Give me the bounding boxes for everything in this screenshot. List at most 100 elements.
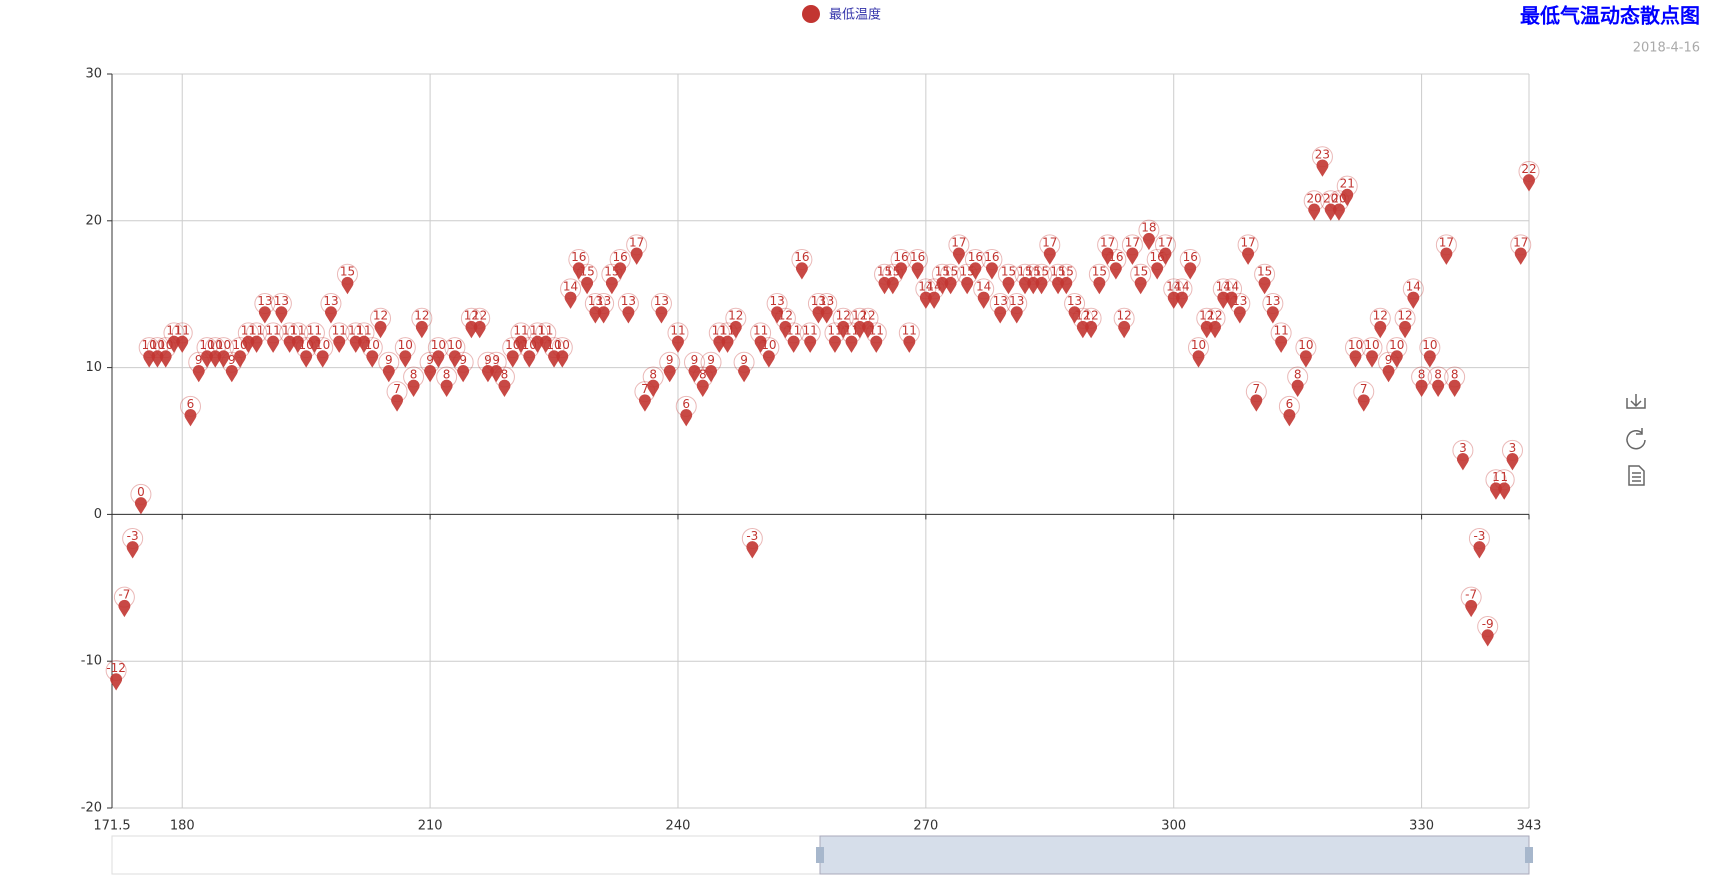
x-tick-label: 210 (418, 819, 443, 834)
pin (382, 364, 395, 383)
data-label: 8 (699, 367, 707, 381)
pin (928, 291, 941, 309)
point: 7 (1353, 381, 1375, 412)
data-label: 12 (464, 309, 479, 323)
pin (688, 364, 701, 383)
data-label: 11 (332, 323, 347, 337)
data-label: 16 (893, 250, 908, 264)
pin (564, 291, 577, 309)
point: 10 (551, 337, 573, 368)
pin (1209, 320, 1222, 339)
x-tick-label: 240 (666, 819, 691, 834)
point: 13 (816, 293, 838, 324)
point: 9 (733, 351, 755, 383)
data-label: 10 (1298, 338, 1313, 352)
point: 15 (1055, 263, 1077, 295)
data-label: 12 (852, 309, 867, 323)
pin (523, 350, 536, 368)
pin (1085, 320, 1098, 339)
point: 12 (832, 307, 854, 339)
data-label: 10 (398, 338, 413, 352)
pin (1151, 262, 1164, 280)
point: 11 (1270, 322, 1292, 353)
point: 11 (750, 322, 772, 353)
pin (1118, 320, 1131, 339)
pin (556, 350, 569, 368)
data-label: 12 (860, 309, 875, 323)
pin (358, 335, 371, 353)
pin (952, 247, 965, 265)
point: 11 (865, 322, 887, 353)
point: 12 (1369, 307, 1391, 339)
data-label: 12 (1075, 309, 1090, 323)
point: 13 (617, 293, 639, 324)
point: 14 (560, 278, 582, 309)
data-label: 16 (571, 250, 586, 264)
data-label: 15 (943, 265, 958, 279)
point: 17 (1097, 234, 1119, 265)
pin (275, 306, 288, 324)
data-label: 17 (1439, 235, 1454, 249)
point: 16 (1105, 249, 1127, 280)
point: 10 (758, 337, 780, 368)
point: 17 (948, 234, 970, 265)
point: 17 (1237, 234, 1259, 265)
pin (1225, 291, 1238, 309)
pin (1002, 276, 1015, 295)
save-icon[interactable] (1626, 394, 1646, 409)
pin (862, 320, 875, 339)
data-label: 12 (1207, 309, 1222, 323)
pin (1374, 320, 1387, 339)
data-label: 15 (340, 265, 355, 279)
data-label: 23 (1315, 147, 1330, 161)
point: 12 (411, 307, 433, 339)
point: 15 (1088, 263, 1110, 295)
point: 15 (1254, 263, 1276, 295)
data-label: 11 (307, 323, 322, 337)
toolbox[interactable] (1626, 394, 1646, 486)
point: 20 (1303, 190, 1325, 221)
point: 14 (973, 278, 995, 309)
data-label: 7 (1360, 382, 1368, 396)
pin (1506, 453, 1519, 471)
pin (1456, 453, 1469, 471)
data-label: 15 (877, 265, 892, 279)
data-label: 12 (728, 309, 743, 323)
pin (1175, 291, 1188, 309)
zoom-handle[interactable] (816, 847, 824, 863)
point: 13 (1229, 293, 1251, 324)
point: 16 (890, 249, 912, 280)
data-label: 16 (612, 250, 627, 264)
zoom-window[interactable] (819, 835, 1530, 875)
zoom-handle[interactable] (1525, 847, 1533, 863)
pin (432, 350, 445, 368)
y-tick-label: 0 (94, 507, 102, 522)
pin (895, 262, 908, 280)
restore-icon[interactable] (1626, 428, 1646, 450)
point: 17 (1039, 234, 1061, 265)
pin (192, 364, 205, 383)
data-label: 15 (579, 265, 594, 279)
data-label: 15 (1017, 265, 1032, 279)
data-label: 13 (819, 294, 834, 308)
pin (985, 262, 998, 280)
point: 10 (427, 337, 449, 368)
pin (581, 276, 594, 295)
data-label: 6 (682, 397, 690, 411)
point: 3 (1452, 439, 1474, 471)
data-label: 13 (1067, 294, 1082, 308)
data-label: 17 (1240, 235, 1255, 249)
data-label: 10 (142, 338, 157, 352)
data-view-icon[interactable] (1628, 465, 1645, 486)
pin (333, 335, 346, 353)
pin (1382, 364, 1395, 383)
data-label: 7 (641, 382, 649, 396)
pin (614, 262, 627, 280)
data-zoom[interactable] (111, 835, 1533, 875)
data-label: 16 (1183, 250, 1198, 264)
data-label: 11 (241, 323, 256, 337)
pin (1432, 379, 1445, 397)
data-label: 12 (1397, 309, 1412, 323)
point: 17 (1510, 234, 1532, 265)
point: -3 (122, 527, 144, 559)
